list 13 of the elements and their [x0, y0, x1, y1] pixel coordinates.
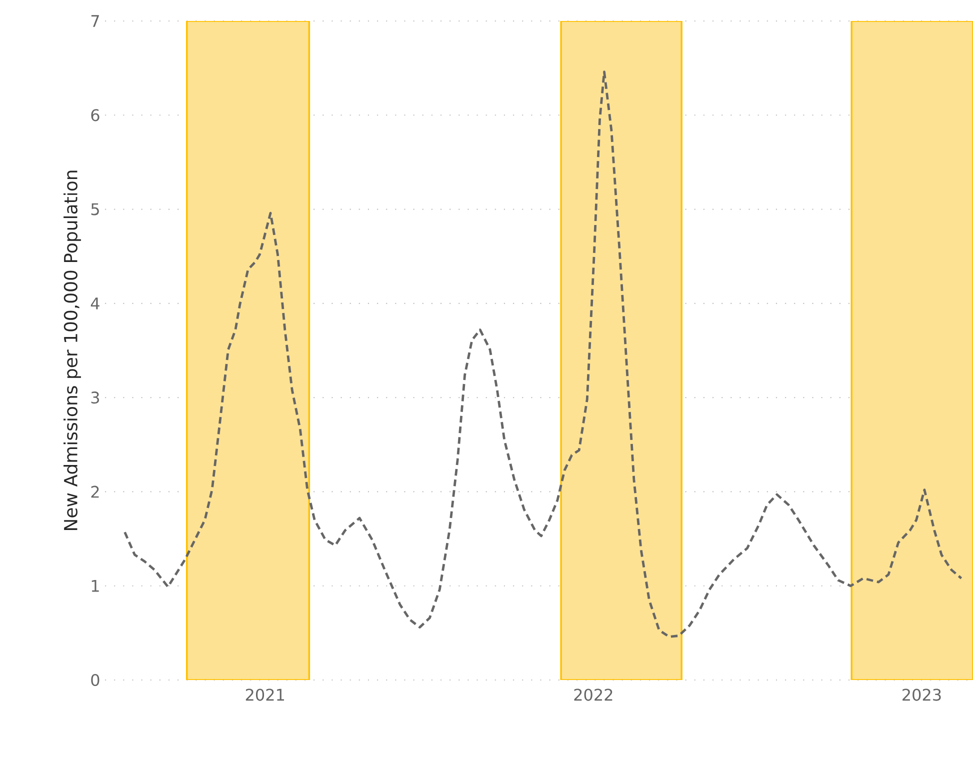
line-series	[124, 70, 963, 638]
y-tick-label: 2	[91, 486, 99, 498]
x-tick-label: 2023	[902, 688, 941, 701]
x-tick-label: 2022	[574, 688, 612, 701]
y-axis-title: New Admissions per 100,000 Population	[64, 170, 81, 530]
y-tick-label: 6	[91, 109, 100, 122]
y-tick-label: 4	[90, 298, 100, 310]
y-tick-label: 5	[91, 203, 99, 216]
y-tick-label: 1	[92, 580, 99, 592]
x-tick-label: 2021	[246, 688, 284, 701]
y-tick-label: 3	[91, 392, 99, 404]
y-tick-label: 7	[91, 15, 99, 27]
y-tick-label: 0	[91, 674, 100, 686]
